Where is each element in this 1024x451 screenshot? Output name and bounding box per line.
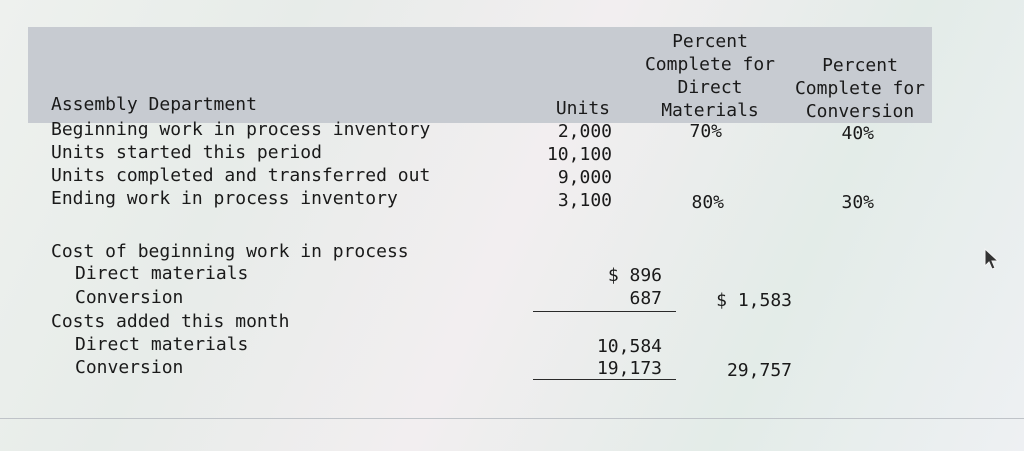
row-units: 2,000: [557, 121, 612, 142]
row-label: Beginning work in process inventory: [51, 119, 431, 140]
cost-amount: $ 896: [607, 265, 662, 286]
row-conv-percent: 40%: [841, 123, 874, 144]
cost-label: Conversion: [75, 287, 184, 308]
mouse-pointer-icon: [984, 247, 1000, 270]
row-units: 3,100: [557, 190, 612, 211]
col-units-header: Units: [555, 98, 610, 119]
col-dm-header-line-2: Complete for: [644, 54, 776, 75]
cost-label: Conversion: [75, 357, 184, 378]
cost-label: Direct materials: [75, 263, 249, 284]
page-divider: [0, 418, 1024, 419]
col-conv-header-line-2: Complete for: [794, 78, 926, 99]
cost-amount: 687: [629, 288, 662, 309]
cost-amount: 19,173: [596, 358, 662, 379]
header-band: [28, 27, 932, 123]
row-label: Units started this period: [51, 142, 322, 163]
row-dm-percent: 80%: [691, 192, 724, 213]
row-dm-percent: 70%: [689, 121, 722, 142]
col-dm-header-line-4: Materials: [661, 100, 759, 121]
added-total: 29,757: [726, 360, 792, 381]
row-conv-percent: 30%: [841, 192, 874, 213]
beginning-total: $ 1,583: [716, 290, 792, 311]
col-dm-header-line-1: Percent: [672, 31, 748, 52]
col-conv-header-line-3: Conversion: [805, 101, 915, 122]
col-conv-header-line-1: Percent: [822, 55, 898, 76]
beginning-cost-heading: Cost of beginning work in process: [51, 241, 409, 262]
subtotal-rule: [533, 379, 676, 380]
subtotal-rule: [533, 311, 676, 312]
row-units: 9,000: [557, 167, 612, 188]
row-units: 10,100: [546, 144, 612, 165]
row-label: Ending work in process inventory: [51, 188, 398, 209]
row-label: Units completed and transferred out: [51, 165, 431, 186]
added-cost-heading: Costs added this month: [51, 311, 290, 332]
col-dm-header-line-3: Direct: [677, 77, 743, 98]
cost-label: Direct materials: [75, 334, 249, 355]
cost-amount: 10,584: [596, 336, 662, 357]
department-title: Assembly Department: [51, 94, 257, 115]
